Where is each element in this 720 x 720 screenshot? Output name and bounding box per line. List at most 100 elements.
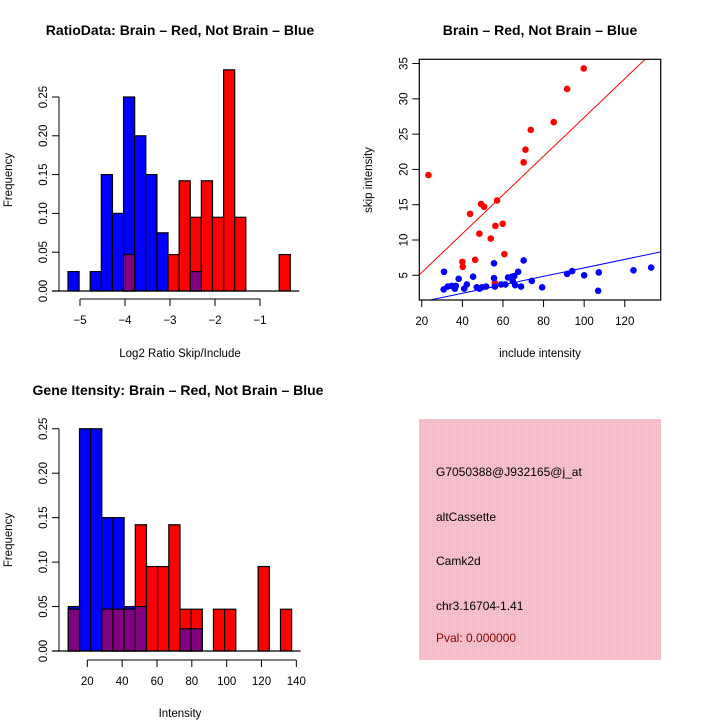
hist1-bar-not-brain	[111, 212, 125, 292]
scatter-x-tick-label: 20	[415, 316, 428, 328]
hist2-y-tick-label: 0.15	[38, 506, 50, 528]
scatter-point-not-brain	[568, 267, 576, 275]
scatter-point-not-brain	[630, 267, 637, 274]
info-panel	[419, 419, 661, 660]
scatter-plot: 5 10 15 20 25 30 35 20 40 60 80 100 120	[398, 57, 662, 328]
hist1-bar-brain	[222, 69, 236, 292]
hist2-x-tick-label: 60	[151, 676, 164, 688]
hist1-bar-not-brain	[100, 174, 114, 292]
hist2-y-tick-label: 0.20	[38, 462, 50, 484]
scatter-point-not-brain	[647, 264, 655, 271]
scatter-title: Brain – Red, Not Brain – Blue	[443, 22, 638, 38]
hist2-bar-brain	[257, 565, 270, 652]
hist1-bar-overlap	[122, 253, 136, 292]
scatter-point-not-brain	[538, 283, 546, 291]
hist2-x-tick-label: 120	[252, 676, 271, 688]
scatter-point-brain	[459, 263, 467, 271]
hist1-y-tick-label: 0.15	[38, 163, 50, 185]
hist2-y-tick-label: 0.00	[38, 640, 50, 662]
scatter-point-brain	[522, 146, 529, 153]
info-pval: Pval: 0.000000	[436, 631, 516, 645]
hist2-bar-brain	[157, 565, 170, 652]
scatter-point-brain	[563, 85, 571, 93]
hist2-bar-brain	[279, 608, 293, 652]
hist1-x-tick-label: −5	[73, 315, 86, 327]
hist2-bar-brain	[224, 608, 237, 652]
hist2-y-tick-label: 0.25	[38, 418, 50, 440]
scatter-point-brain	[425, 171, 432, 179]
scatter-y-tick-label: 15	[398, 198, 410, 211]
hist1-plot: 0.00 0.05 0.10 0.15 0.20 0.25 −5 −4 −3 −2 −1	[38, 69, 300, 327]
info-probe: G7050388@J932165@j_at	[436, 465, 582, 479]
hist2-bar-overlap	[190, 628, 203, 652]
scatter-point-brain	[501, 250, 508, 258]
scatter-x-tick-label: 80	[537, 316, 550, 328]
scatter-point-brain	[499, 220, 507, 228]
scatter-point-not-brain	[520, 257, 527, 264]
hist2-y-tick-label: 0.10	[38, 551, 50, 573]
hist2-bar-overlap	[101, 608, 114, 652]
scatter-point-brain	[527, 126, 535, 134]
hist1-x-tick-label: −4	[118, 315, 132, 327]
hist2-bar-overlap	[123, 608, 136, 652]
hist2-bar-not-brain	[90, 428, 103, 652]
hist2-bar-brain	[212, 608, 226, 652]
hist2-x-tick-label: 40	[116, 676, 129, 688]
scatter-point-not-brain	[594, 287, 602, 295]
hist1-x-tick-label: −1	[253, 315, 266, 327]
scatter-y-tick-label: 20	[398, 163, 410, 176]
scatter-point-not-brain	[490, 274, 498, 282]
hist2-bar-overlap	[67, 608, 81, 652]
scatter-point-not-brain	[514, 268, 522, 276]
hist2-ylabel: Frequency	[3, 513, 15, 568]
scatter-ylabel: skip intensity	[363, 147, 375, 213]
hist1-bar-not-brain	[145, 174, 158, 292]
hist1-y-tick-label: 0.00	[38, 280, 50, 302]
hist1-title: RatioData: Brain – Red, Not Brain – Blue	[46, 22, 315, 38]
hist1-x-tick-label: −3	[163, 315, 176, 327]
scatter-point-not-brain	[517, 283, 525, 290]
hist1-y-tick-label: 0.25	[38, 86, 50, 108]
scatter-point-brain	[459, 258, 466, 266]
hist1-bar-not-brain	[156, 232, 169, 292]
hist1-x-tick-label: −2	[208, 315, 221, 327]
scatter-x-tick-label: 40	[456, 316, 469, 328]
scatter-point-brain	[476, 230, 483, 237]
scatter-point-not-brain	[580, 271, 588, 279]
hist2-title: Gene Itensity: Brain – Red, Not Brain – …	[33, 382, 324, 398]
hist1-bar-brain	[234, 216, 247, 292]
scatter-plot-box	[418, 58, 662, 301]
hist2-bar-not-brain	[78, 428, 92, 652]
hist1-ylabel: Frequency	[3, 153, 15, 208]
hist1-bar-brain	[178, 180, 191, 292]
info-event-type: altCassette	[436, 510, 496, 524]
hist1-y-tick-label: 0.10	[38, 202, 50, 224]
hist2-bar-overlap	[134, 605, 148, 652]
scatter-point-not-brain	[452, 282, 460, 290]
scatter-x-tick-label: 100	[575, 316, 594, 328]
info-location: chr3.16704-1.41	[436, 599, 524, 613]
scatter-y-tick-label: 10	[398, 234, 410, 247]
scatter-point-brain	[520, 159, 527, 166]
hist2-x-tick-label: 20	[81, 676, 94, 688]
hist2-x-tick-label: 140	[287, 676, 306, 688]
hist1-y-tick-label: 0.20	[38, 125, 50, 147]
scatter-y-tick-label: 35	[398, 57, 410, 70]
scatter-xlabel: include intensity	[499, 348, 581, 360]
scatter-point-brain	[471, 256, 479, 264]
hist1-xlabel: Log2 Ratio Skip/Include	[119, 348, 240, 360]
hist2-plot: 0.00 0.05 0.10 0.15 0.20 0.25 20 40 60 80 100 120 14…	[38, 418, 306, 688]
scatter-point-not-brain	[490, 259, 498, 267]
hist1-bar-brain	[278, 253, 291, 292]
scatter-point-not-brain	[595, 269, 603, 276]
scatter-y-tick-label: 25	[398, 128, 410, 141]
scatter-y-tick-label: 30	[398, 92, 410, 105]
hist1-bar-not-brain	[89, 271, 102, 292]
scatter-point-brain	[480, 203, 488, 211]
hist2-x-tick-label: 100	[217, 676, 236, 688]
hist2-bar-overlap	[179, 628, 192, 652]
scatter-point-brain	[492, 222, 499, 230]
hist1-bar-brain	[167, 253, 180, 292]
hist1-y-tick-label: 0.05	[38, 241, 50, 263]
